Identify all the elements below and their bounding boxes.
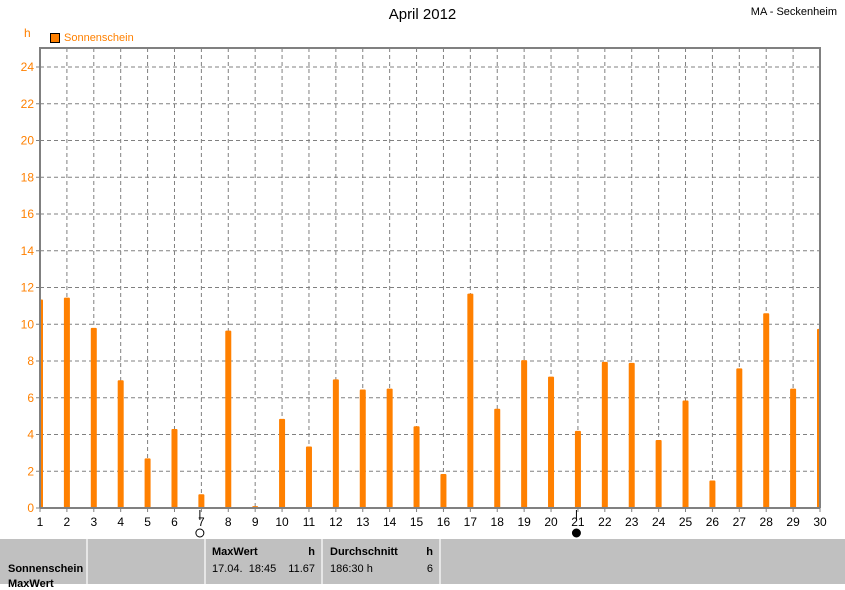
avg-total: 186:30 h bbox=[330, 563, 373, 575]
x-tick-label: 9 bbox=[252, 515, 259, 529]
bar bbox=[601, 361, 608, 508]
avg-cell: Durchschnitt h 186:30 h 6 bbox=[323, 539, 441, 584]
max-unit: h bbox=[308, 546, 315, 558]
y-tick-label: 6 bbox=[27, 391, 34, 405]
x-tick-label: 20 bbox=[544, 515, 558, 529]
y-tick-label: 14 bbox=[21, 244, 35, 258]
row-label: Sonnenschein bbox=[8, 563, 84, 575]
empty-cell bbox=[88, 539, 206, 584]
x-tick-label: 21 bbox=[571, 515, 585, 529]
x-tick-label: 26 bbox=[706, 515, 720, 529]
bar bbox=[332, 379, 339, 508]
x-tick-label: 27 bbox=[733, 515, 747, 529]
y-tick-label: 24 bbox=[21, 60, 35, 74]
bar bbox=[305, 446, 312, 508]
max-header: MaxWert bbox=[212, 546, 258, 558]
bar bbox=[763, 313, 770, 508]
y-tick-label: 20 bbox=[21, 134, 35, 148]
bar bbox=[548, 376, 555, 508]
x-tick-label: 2 bbox=[64, 515, 71, 529]
legend-swatch bbox=[50, 33, 60, 43]
bar bbox=[655, 440, 662, 508]
max-date: 17.04. 18:45 bbox=[212, 563, 277, 575]
bar bbox=[386, 388, 393, 508]
x-tick-label: 23 bbox=[625, 515, 639, 529]
bar bbox=[117, 380, 124, 508]
y-axis-unit: h bbox=[24, 26, 31, 40]
row-label-2: MaxWert bbox=[8, 578, 54, 590]
bar bbox=[574, 430, 581, 508]
bar bbox=[440, 474, 447, 508]
max-cell: MaxWert h 17.04. 18:45 11.67 bbox=[206, 539, 323, 584]
x-tick-label: 15 bbox=[410, 515, 424, 529]
x-tick-label: 16 bbox=[437, 515, 451, 529]
y-tick-label: 0 bbox=[27, 501, 34, 515]
plot-frame bbox=[39, 47, 821, 508]
row-label-cell: Sonnenschein MaxWert bbox=[0, 539, 88, 590]
bar bbox=[682, 400, 689, 508]
x-tick-label: 25 bbox=[679, 515, 693, 529]
y-tick-label: 16 bbox=[21, 207, 35, 221]
x-tick-label: 28 bbox=[760, 515, 774, 529]
avg-header: Durchschnitt bbox=[330, 546, 398, 558]
bar bbox=[63, 297, 70, 508]
bar bbox=[494, 408, 501, 508]
x-tick-label: 13 bbox=[356, 515, 370, 529]
x-tick-label: 4 bbox=[117, 515, 124, 529]
x-tick-label: 30 bbox=[813, 515, 827, 529]
x-tick-label: 19 bbox=[517, 515, 531, 529]
x-tick-label: 6 bbox=[171, 515, 178, 529]
x-tick-label: 3 bbox=[90, 515, 97, 529]
station-name: MA - Seckenheim bbox=[750, 6, 837, 18]
bar bbox=[171, 428, 178, 508]
x-tick-label: 24 bbox=[652, 515, 666, 529]
bar bbox=[225, 330, 232, 508]
bar bbox=[198, 494, 205, 508]
bar bbox=[628, 362, 635, 508]
x-tick-label: 1 bbox=[37, 515, 44, 529]
y-tick-label: 10 bbox=[21, 317, 35, 331]
new-moon-icon bbox=[571, 528, 581, 538]
x-tick-label: 12 bbox=[329, 515, 343, 529]
bar bbox=[413, 426, 420, 508]
x-tick-label: 5 bbox=[144, 515, 151, 529]
x-tick-label: 14 bbox=[383, 515, 397, 529]
x-tick-label: 11 bbox=[303, 515, 316, 529]
y-tick-label: 2 bbox=[27, 464, 34, 478]
bar bbox=[521, 360, 528, 508]
legend-label: Sonnenschein bbox=[64, 32, 134, 44]
x-tick-label: 18 bbox=[491, 515, 505, 529]
x-tick-label: 17 bbox=[464, 515, 478, 529]
avg-unit: h bbox=[426, 546, 433, 558]
bar bbox=[467, 293, 474, 508]
bar bbox=[736, 368, 743, 508]
x-tick-label: 22 bbox=[598, 515, 612, 529]
bar bbox=[90, 327, 97, 508]
full-moon-icon bbox=[195, 528, 205, 538]
chart-title: April 2012 bbox=[388, 6, 457, 23]
y-tick-label: 18 bbox=[21, 170, 35, 184]
x-tick-label: 8 bbox=[225, 515, 232, 529]
bar bbox=[359, 389, 366, 508]
bar bbox=[279, 418, 286, 508]
stats-panel: Sonnenschein MaxWert MaxWert h 17.04. 18… bbox=[0, 538, 845, 590]
avg-value: 6 bbox=[426, 563, 433, 575]
x-tick-label: 7 bbox=[198, 515, 205, 529]
y-tick-label: 4 bbox=[27, 428, 34, 442]
y-tick-label: 12 bbox=[21, 281, 35, 295]
bar bbox=[144, 458, 151, 508]
y-tick-label: 8 bbox=[27, 354, 34, 368]
legend: Sonnenschein bbox=[50, 32, 134, 44]
max-value: 11.67 bbox=[288, 563, 315, 575]
x-tick-label: 29 bbox=[786, 515, 800, 529]
y-tick-label: 22 bbox=[21, 97, 35, 111]
bar bbox=[790, 388, 797, 508]
bar bbox=[709, 480, 716, 508]
x-tick-label: 10 bbox=[275, 515, 289, 529]
